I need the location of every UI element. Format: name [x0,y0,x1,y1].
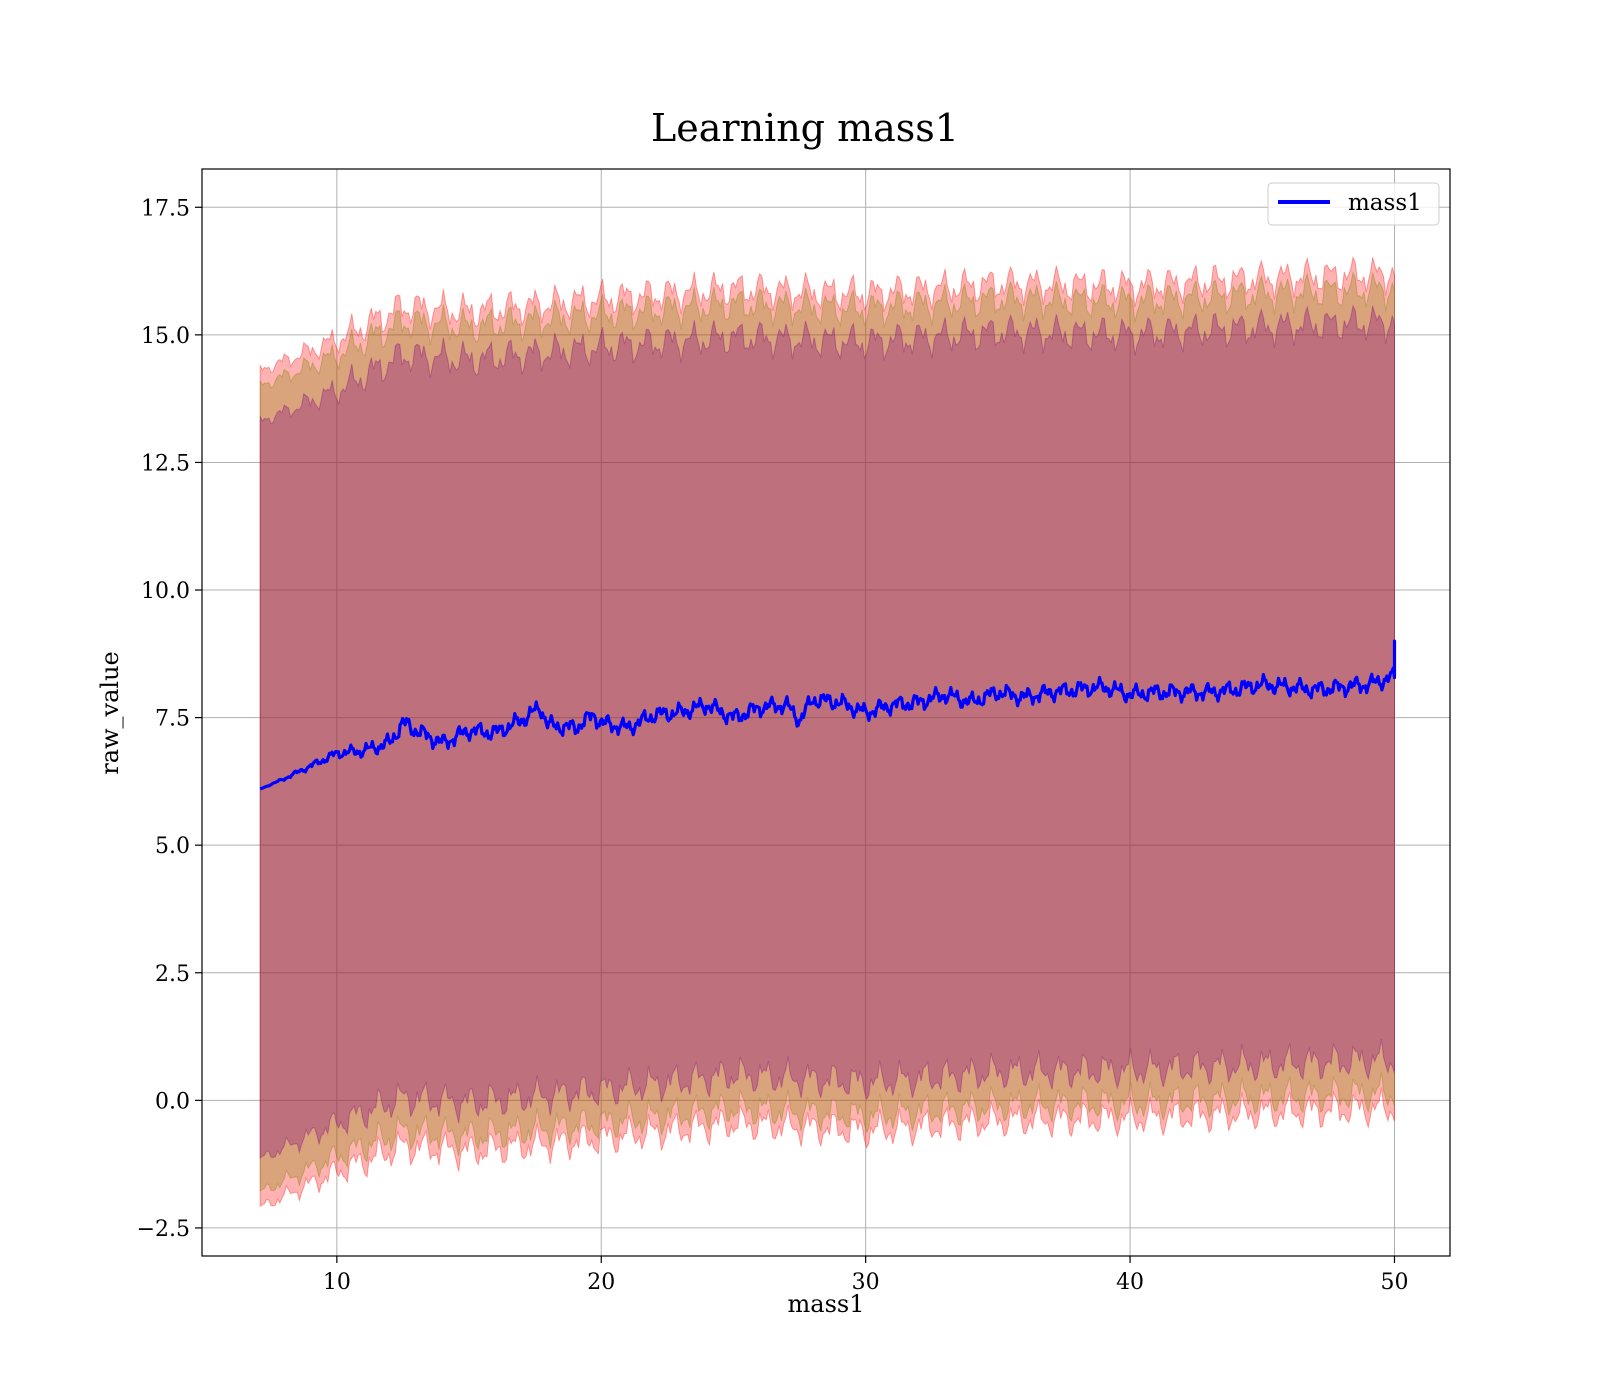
confidence-bands [259,255,1395,1208]
y-tick-label: 0.0 [155,1089,190,1114]
y-tick-label: 12.5 [141,451,190,476]
y-tick-label: 17.5 [141,196,190,221]
x-tick-label: 20 [587,1270,615,1295]
x-tick-label: 30 [852,1270,880,1295]
x-axis-label: mass1 [788,1290,865,1318]
legend-box [1267,182,1440,226]
legend-label-mass1: mass1 [1348,190,1422,216]
y-axis: −2.5 0.0 2.5 5.0 7.5 10.0 12.5 15.0 17.5 [137,196,202,1242]
y-tick-label: −2.5 [137,1217,190,1242]
y-tick-label: 15.0 [141,324,190,349]
series-layer [259,639,1397,791]
x-axis: 10 20 30 40 50 [323,1256,1408,1295]
series-line-1 [259,639,1397,791]
confidence-band-3 [259,304,1395,1159]
y-tick-label: 2.5 [155,962,190,987]
confidence-band-2 [259,271,1395,1193]
y-tick-label: 7.5 [155,707,190,732]
x-tick-label: 10 [323,1270,351,1295]
plot-frame [201,168,1451,1257]
y-tick-label: 10.0 [141,579,190,604]
chart-title: Learning mass1 [651,106,959,150]
x-tick-label: 50 [1380,1270,1408,1295]
confidence-band-1 [259,255,1395,1208]
y-tick-label: 5.0 [155,834,190,859]
legend: mass1 [1267,182,1440,226]
x-tick-label: 40 [1116,1270,1144,1295]
y-axis-label: raw_value [96,651,124,775]
